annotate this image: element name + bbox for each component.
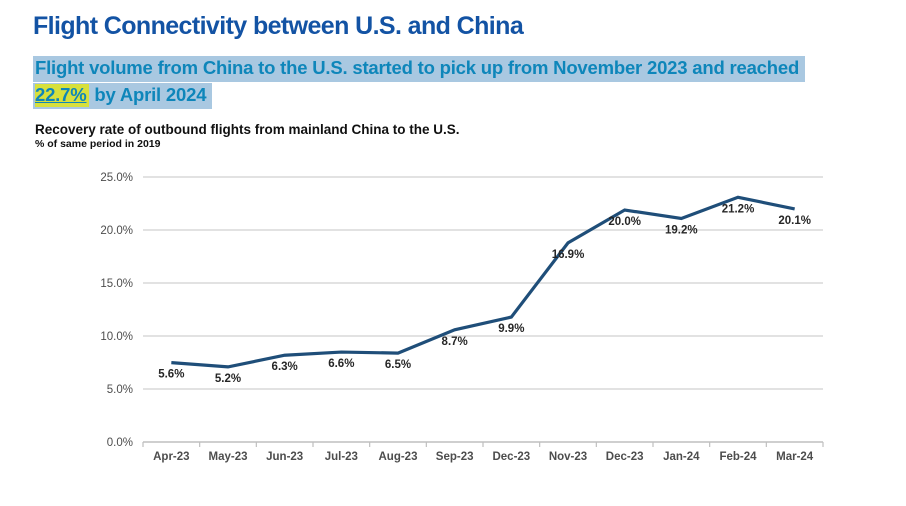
data-label: 16.9% [552, 249, 585, 261]
chart-header: Recovery rate of outbound flights from m… [35, 122, 906, 150]
x-axis-label: May-23 [209, 451, 248, 463]
data-label: 20.0% [608, 216, 641, 228]
data-label: 9.9% [498, 323, 524, 335]
takeaway-line-1-row: Flight volume from China to the U.S. sta… [33, 56, 906, 82]
y-axis-label: 25.0% [100, 172, 133, 184]
data-label: 19.2% [665, 224, 698, 236]
page: Flight Connectivity between U.S. and Chi… [0, 12, 906, 506]
x-axis-label: Jan-24 [663, 451, 700, 463]
takeaway-line-2-rest: by April 2024 [89, 84, 207, 105]
data-label: 6.6% [328, 358, 354, 370]
x-axis-label: Dec-23 [492, 451, 530, 463]
chart-axis-unit-note: % of same period in 2019 [35, 138, 161, 150]
takeaway-line-1: Flight volume from China to the U.S. sta… [33, 56, 806, 82]
data-label: 6.5% [385, 359, 411, 371]
y-axis-label: 15.0% [100, 278, 133, 290]
data-label: 5.2% [215, 373, 241, 385]
y-axis-label: 10.0% [100, 331, 133, 343]
data-label: 5.6% [158, 369, 184, 381]
page-title: Flight Connectivity between U.S. and Chi… [33, 12, 524, 40]
line-chart: 0.0% 5.0% 10.0% 15.0% 20.0% 25.0% Apr-23 May-23… [100, 172, 824, 463]
x-axis-label: Feb-24 [719, 451, 757, 463]
y-axis-label: 0.0% [107, 437, 133, 449]
x-axis-label: Jul-23 [325, 451, 358, 463]
data-label: 21.2% [722, 203, 755, 215]
y-axis-label: 20.0% [100, 225, 133, 237]
y-axis-label: 5.0% [107, 384, 133, 396]
data-label: 20.1% [778, 215, 811, 227]
x-axis-label: Dec-23 [606, 451, 644, 463]
x-axis-label: Nov-23 [549, 451, 587, 463]
series-line [171, 195, 795, 369]
x-axis-label: Sep-23 [436, 451, 474, 463]
takeaway-highlight-value: 22.7% [35, 84, 90, 107]
chart-title: Recovery rate of outbound flights from m… [35, 122, 460, 137]
x-axis-label: Jun-23 [266, 451, 303, 463]
key-takeaway: Flight volume from China to the U.S. sta… [33, 56, 906, 109]
x-axis-label: Apr-23 [153, 451, 189, 463]
data-label: 8.7% [442, 336, 468, 348]
x-axis-label: Mar-24 [776, 451, 814, 463]
x-axis-label: Aug-23 [379, 451, 418, 463]
takeaway-line-2: 22.7% by April 2024 [33, 83, 213, 109]
data-label: 6.3% [272, 361, 298, 373]
takeaway-line-2-row: 22.7% by April 2024 [33, 83, 906, 109]
